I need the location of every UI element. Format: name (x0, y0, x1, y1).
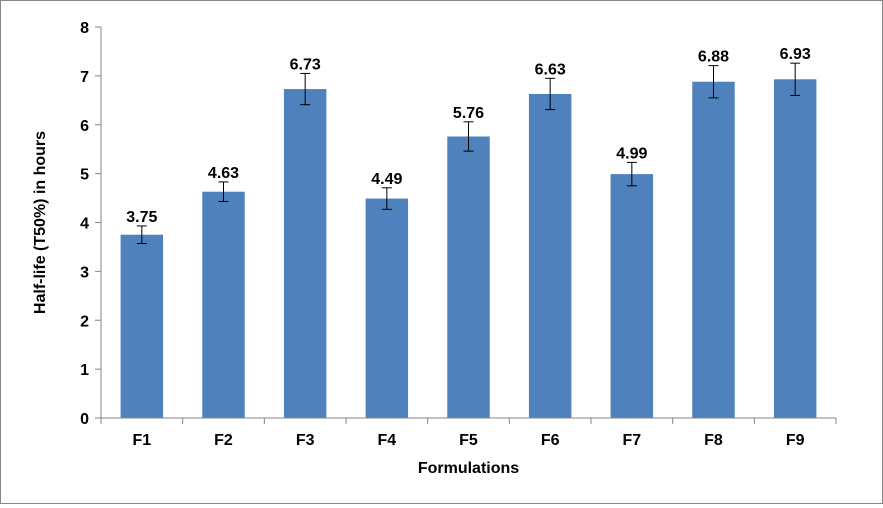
y-tick-label: 4 (80, 216, 89, 233)
y-axis-ticks: 0 1 2 3 4 5 6 7 8 (80, 20, 101, 428)
error-bars-group (136, 62, 801, 245)
error-bar-f1 (136, 225, 147, 245)
x-tick-label-f4: F4 (377, 432, 396, 449)
bar-f5 (447, 136, 490, 419)
x-tick-label-f1: F1 (132, 432, 151, 449)
y-tick-label: 3 (80, 264, 89, 281)
y-tick-label: 7 (80, 69, 89, 86)
error-bar-f9 (790, 62, 801, 96)
bar-f3 (283, 89, 327, 418)
y-tick-label: 0 (80, 411, 89, 428)
bars-group (120, 79, 817, 419)
data-label-f1: 3.75 (126, 209, 157, 226)
bar-f1 (120, 234, 164, 418)
data-label-f2: 4.63 (208, 165, 239, 182)
x-axis-title: Formulations (418, 460, 519, 477)
x-tick-label-f5: F5 (459, 432, 478, 449)
x-tick-label-f9: F9 (786, 432, 805, 449)
error-bar-f6 (545, 77, 556, 111)
bar-f7 (610, 174, 654, 418)
data-label-f5: 5.76 (453, 105, 484, 122)
data-label-f7: 4.99 (616, 145, 647, 162)
y-tick-label: 2 (80, 313, 89, 330)
y-tick-label: 1 (80, 362, 89, 379)
data-label-f6: 6.63 (535, 61, 566, 78)
y-axis-title: Half-life (T50%) in hours (32, 131, 49, 314)
bar-f2 (202, 191, 245, 418)
data-label-f8: 6.88 (698, 49, 729, 66)
x-tick-label-f6: F6 (541, 432, 560, 449)
error-bar-f8 (708, 65, 719, 99)
data-labels-group: 3.75 4.63 6.73 4.49 5.76 6.63 4.99 6.88 6.93 (126, 46, 811, 226)
y-tick-label: 5 (80, 167, 89, 184)
bar-f9 (773, 79, 817, 418)
bar-f6 (528, 93, 572, 419)
data-label-f9: 6.93 (780, 46, 811, 63)
bar-f4 (365, 198, 409, 418)
x-tick-label-f3: F3 (296, 432, 315, 449)
y-tick-label: 8 (80, 20, 89, 37)
error-bar-f2 (218, 181, 229, 202)
x-tick-label-f2: F2 (214, 432, 233, 449)
bar-f8 (692, 81, 735, 419)
data-label-f3: 6.73 (290, 56, 321, 73)
error-bar-f7 (626, 161, 637, 187)
error-bar-f5 (463, 121, 474, 152)
y-tick-label: 6 (80, 118, 89, 135)
data-label-f4: 4.49 (371, 171, 402, 188)
x-tick-label-f7: F7 (622, 432, 641, 449)
error-bar-f4 (381, 187, 392, 210)
error-bar-f3 (300, 72, 311, 106)
x-axis-ticks: F1 F2 F3 F4 F5 F6 F7 F8 F9 (100, 418, 837, 449)
x-tick-label-f8: F8 (704, 432, 723, 449)
